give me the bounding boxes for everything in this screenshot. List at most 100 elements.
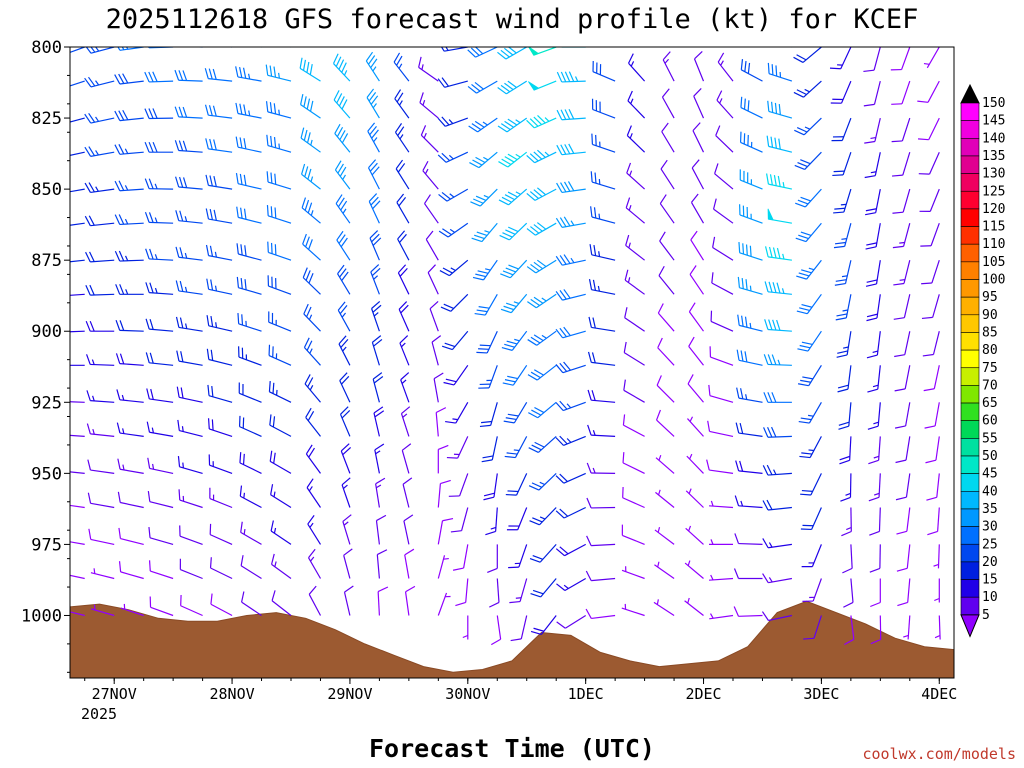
wind-barb — [439, 259, 469, 277]
wind-barb — [793, 47, 822, 63]
wind-barb — [175, 316, 203, 332]
wind-barb — [394, 89, 410, 119]
wind-barb — [800, 473, 822, 496]
y-tick-label: 800 — [31, 38, 62, 58]
colorbar-swatch — [960, 473, 980, 492]
wind-barb — [892, 152, 911, 177]
wind-barb — [265, 101, 292, 119]
wind-barb — [70, 293, 85, 297]
wind-barb — [736, 387, 763, 403]
wind-barb — [236, 276, 262, 295]
wind-barb — [867, 365, 881, 393]
colorbar-swatch — [960, 332, 980, 351]
wind-barb — [867, 402, 881, 430]
wind-barb — [70, 222, 85, 228]
wind-barb — [455, 578, 469, 607]
wind-barb — [337, 264, 351, 295]
wind-barb — [300, 127, 321, 153]
wind-barb — [555, 472, 586, 484]
wind-barb — [715, 125, 734, 153]
wind-barb — [556, 108, 586, 121]
wind-barb — [586, 535, 616, 547]
wind-barb — [801, 544, 822, 568]
wind-barb — [207, 384, 233, 403]
wind-barb — [398, 301, 410, 332]
wind-barb — [84, 215, 115, 227]
wind-barb — [422, 160, 439, 190]
wind-barb — [693, 50, 705, 82]
wind-barb — [70, 259, 85, 264]
wind-barb — [395, 159, 410, 190]
wind-barb — [271, 590, 292, 616]
wind-barb — [863, 47, 881, 73]
wind-barb — [893, 260, 911, 286]
wind-barb — [588, 279, 616, 295]
wind-barb — [301, 163, 321, 190]
wind-barb — [474, 293, 498, 316]
wind-barb — [118, 527, 144, 545]
wind-barb — [896, 544, 911, 572]
colorbar-swatch — [960, 543, 980, 563]
wind-barb — [175, 280, 203, 295]
wind-barb — [587, 424, 616, 437]
wind-barb — [892, 223, 911, 249]
wind-barb — [174, 140, 203, 153]
wind-barb — [333, 90, 351, 119]
wind-barb — [114, 47, 144, 51]
wind-barb — [556, 143, 586, 156]
wind-barb — [802, 578, 822, 602]
colorbar-swatch — [960, 296, 980, 316]
colorbar-swatch — [960, 367, 980, 386]
wind-barb — [437, 116, 469, 127]
wind-barb — [70, 434, 85, 437]
wind-barb — [70, 609, 85, 617]
x-tick-label: 3DEC — [803, 685, 839, 703]
wind-barb — [267, 241, 292, 261]
wind-barb — [343, 548, 353, 579]
wind-barb — [866, 331, 881, 359]
y-axis: 800 825 850 875 900 925 950 975 1000 — [21, 38, 70, 673]
wind-barb — [70, 503, 85, 509]
wind-barb — [661, 122, 675, 153]
wind-barb — [869, 507, 881, 536]
wind-barb — [555, 506, 586, 519]
wind-barb — [795, 188, 822, 208]
wind-barb — [437, 517, 454, 545]
speed-colorbar: 1501451401351301251201151101051009590858… — [960, 83, 1005, 638]
colorbar-swatch — [960, 490, 980, 510]
wind-barb — [236, 206, 262, 224]
colorbar-tick-label: 115 — [982, 220, 1005, 235]
wind-barb — [527, 293, 557, 309]
wind-barb — [438, 188, 469, 202]
wind-barb — [120, 603, 144, 617]
colorbar-tick-label: 105 — [982, 255, 1005, 270]
wind-barb — [239, 452, 262, 474]
wind-barb — [658, 265, 675, 295]
wind-barb — [489, 578, 500, 608]
colorbar-swatch — [960, 455, 980, 474]
wind-barb — [891, 117, 911, 143]
wind-barb — [175, 246, 203, 261]
wind-barb — [921, 294, 940, 320]
colorbar-swatch — [960, 314, 980, 333]
wind-barb — [709, 346, 734, 366]
source-credit: coolwx.com/models — [862, 745, 1016, 763]
wind-barb — [591, 98, 616, 119]
wind-barb — [840, 473, 852, 502]
wind-barb — [797, 330, 822, 352]
wind-barb — [684, 597, 704, 616]
colorbar-swatch — [960, 438, 980, 457]
colorbar-swatch — [960, 173, 980, 192]
colorbar-swatch — [960, 561, 980, 580]
wind-barb — [239, 485, 262, 509]
wind-barb — [526, 187, 557, 201]
colorbar-tick-label: 5 — [982, 608, 990, 623]
wind-barb — [796, 293, 822, 315]
wind-barb — [716, 90, 734, 119]
wind-barb — [693, 88, 705, 119]
wind-barb — [527, 364, 557, 381]
wind-barb — [863, 80, 881, 107]
wind-barb — [526, 149, 557, 164]
wind-barb — [471, 222, 498, 243]
wind-barb — [268, 380, 292, 403]
